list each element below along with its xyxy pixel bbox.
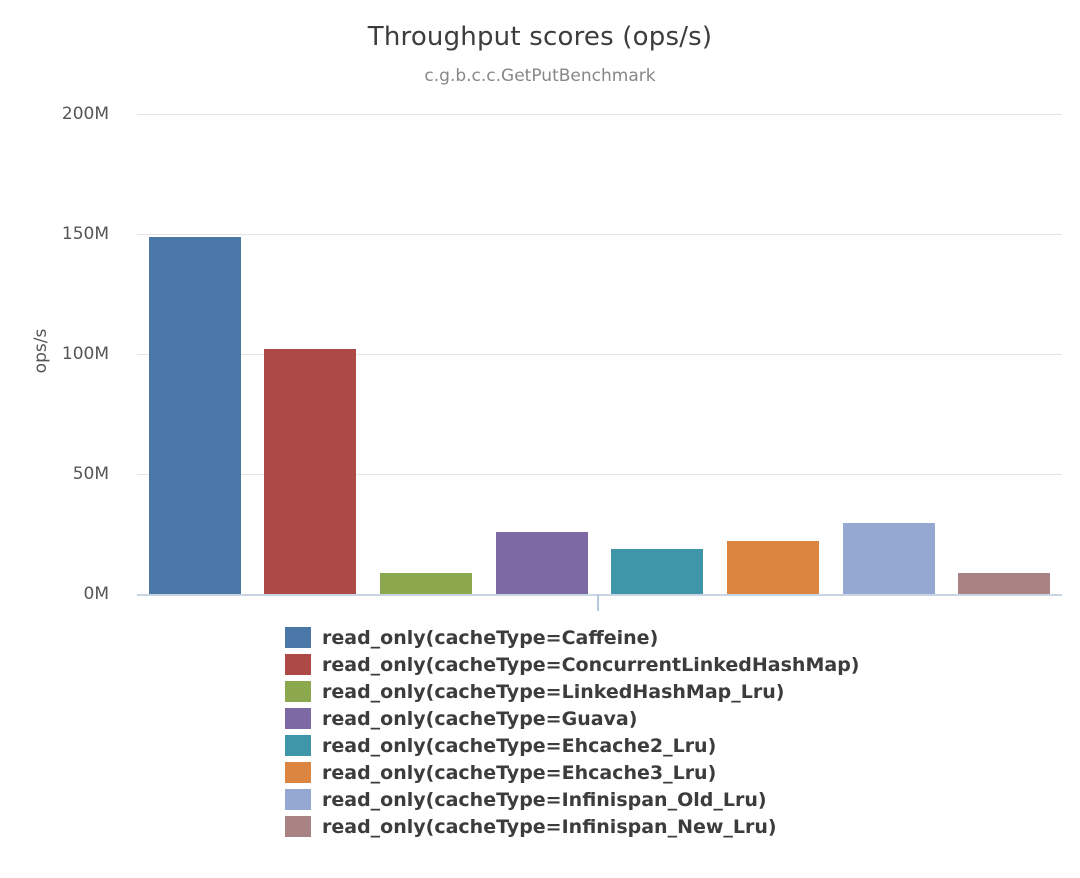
gridline-200M [137,114,1062,115]
chart-title: Throughput scores (ops/s) [367,22,713,52]
legend-item-infinispan-old-lru[interactable]: read_only(cacheType=Infinispan_Old_Lru) [285,788,859,811]
legend-label: read_only(cacheType=ConcurrentLinkedHash… [322,653,860,676]
legend-label: read_only(cacheType=Guava) [322,707,638,730]
legend: read_only(cacheType=Caffeine) read_only(c… [285,627,859,843]
y-tick-label: 50M [72,464,109,484]
bar-ehcache2-lru [611,548,704,594]
legend-item-guava[interactable]: read_only(cacheType=Guava) [285,707,859,730]
y-tick-label: 150M [61,224,109,244]
bar-linkedhashmap-lru [380,573,473,594]
legend-item-ehcache3-lru[interactable]: read_only(cacheType=Ehcache3_Lru) [285,761,859,784]
gridline-100M [137,354,1062,355]
legend-swatch-infinispan-new-lru [285,816,311,837]
legend-swatch-infinispan-old-lru [285,789,311,810]
legend-swatch-guava [285,708,311,729]
y-tick-label: 0M [83,584,109,604]
legend-item-linkedhashmap-lru[interactable]: read_only(cacheType=LinkedHashMap_Lru) [285,680,859,703]
legend-item-infinispan-new-lru[interactable]: read_only(cacheType=Infinispan_New_Lru) [285,815,859,838]
legend-label: read_only(cacheType=Ehcache2_Lru) [322,734,717,757]
legend-label: read_only(cacheType=Infinispan_New_Lru) [322,815,777,838]
legend-item-concurrentlinkedhashmap[interactable]: read_only(cacheType=ConcurrentLinkedHash… [285,653,860,676]
legend-label: read_only(cacheType=Ehcache3_Lru) [322,761,717,784]
plot-area [137,114,1062,611]
bar-concurrentlinkedhashmap [264,348,357,594]
legend-label: read_only(cacheType=Caffeine) [322,626,659,649]
y-tick-label: 200M [61,104,109,124]
y-tick-label: 100M [61,344,109,364]
bar-ehcache3-lru [726,541,819,594]
bar-guava [495,532,588,594]
bar-infinispan-new-lru [958,573,1051,594]
legend-swatch-concurrentlinkedhashmap [285,654,311,675]
legend-item-caffeine[interactable]: read_only(cacheType=Caffeine) [285,626,859,649]
bar-infinispan-old-lru [842,523,935,594]
legend-swatch-linkedhashmap-lru [285,681,311,702]
x-axis-tick-mark [597,594,599,611]
legend-label: read_only(cacheType=Infinispan_Old_Lru) [322,788,767,811]
legend-swatch-ehcache3-lru [285,762,311,783]
bar-caffeine [148,236,241,594]
legend-label: read_only(cacheType=LinkedHashMap_Lru) [322,680,785,703]
legend-item-ehcache2-lru[interactable]: read_only(cacheType=Ehcache2_Lru) [285,734,859,757]
legend-swatch-caffeine [285,627,311,648]
chart-subtitle: c.g.b.c.c.GetPutBenchmark [424,66,656,86]
gridline-50M [137,474,1062,475]
legend-swatch-ehcache2-lru [285,735,311,756]
gridline-150M [137,234,1062,235]
